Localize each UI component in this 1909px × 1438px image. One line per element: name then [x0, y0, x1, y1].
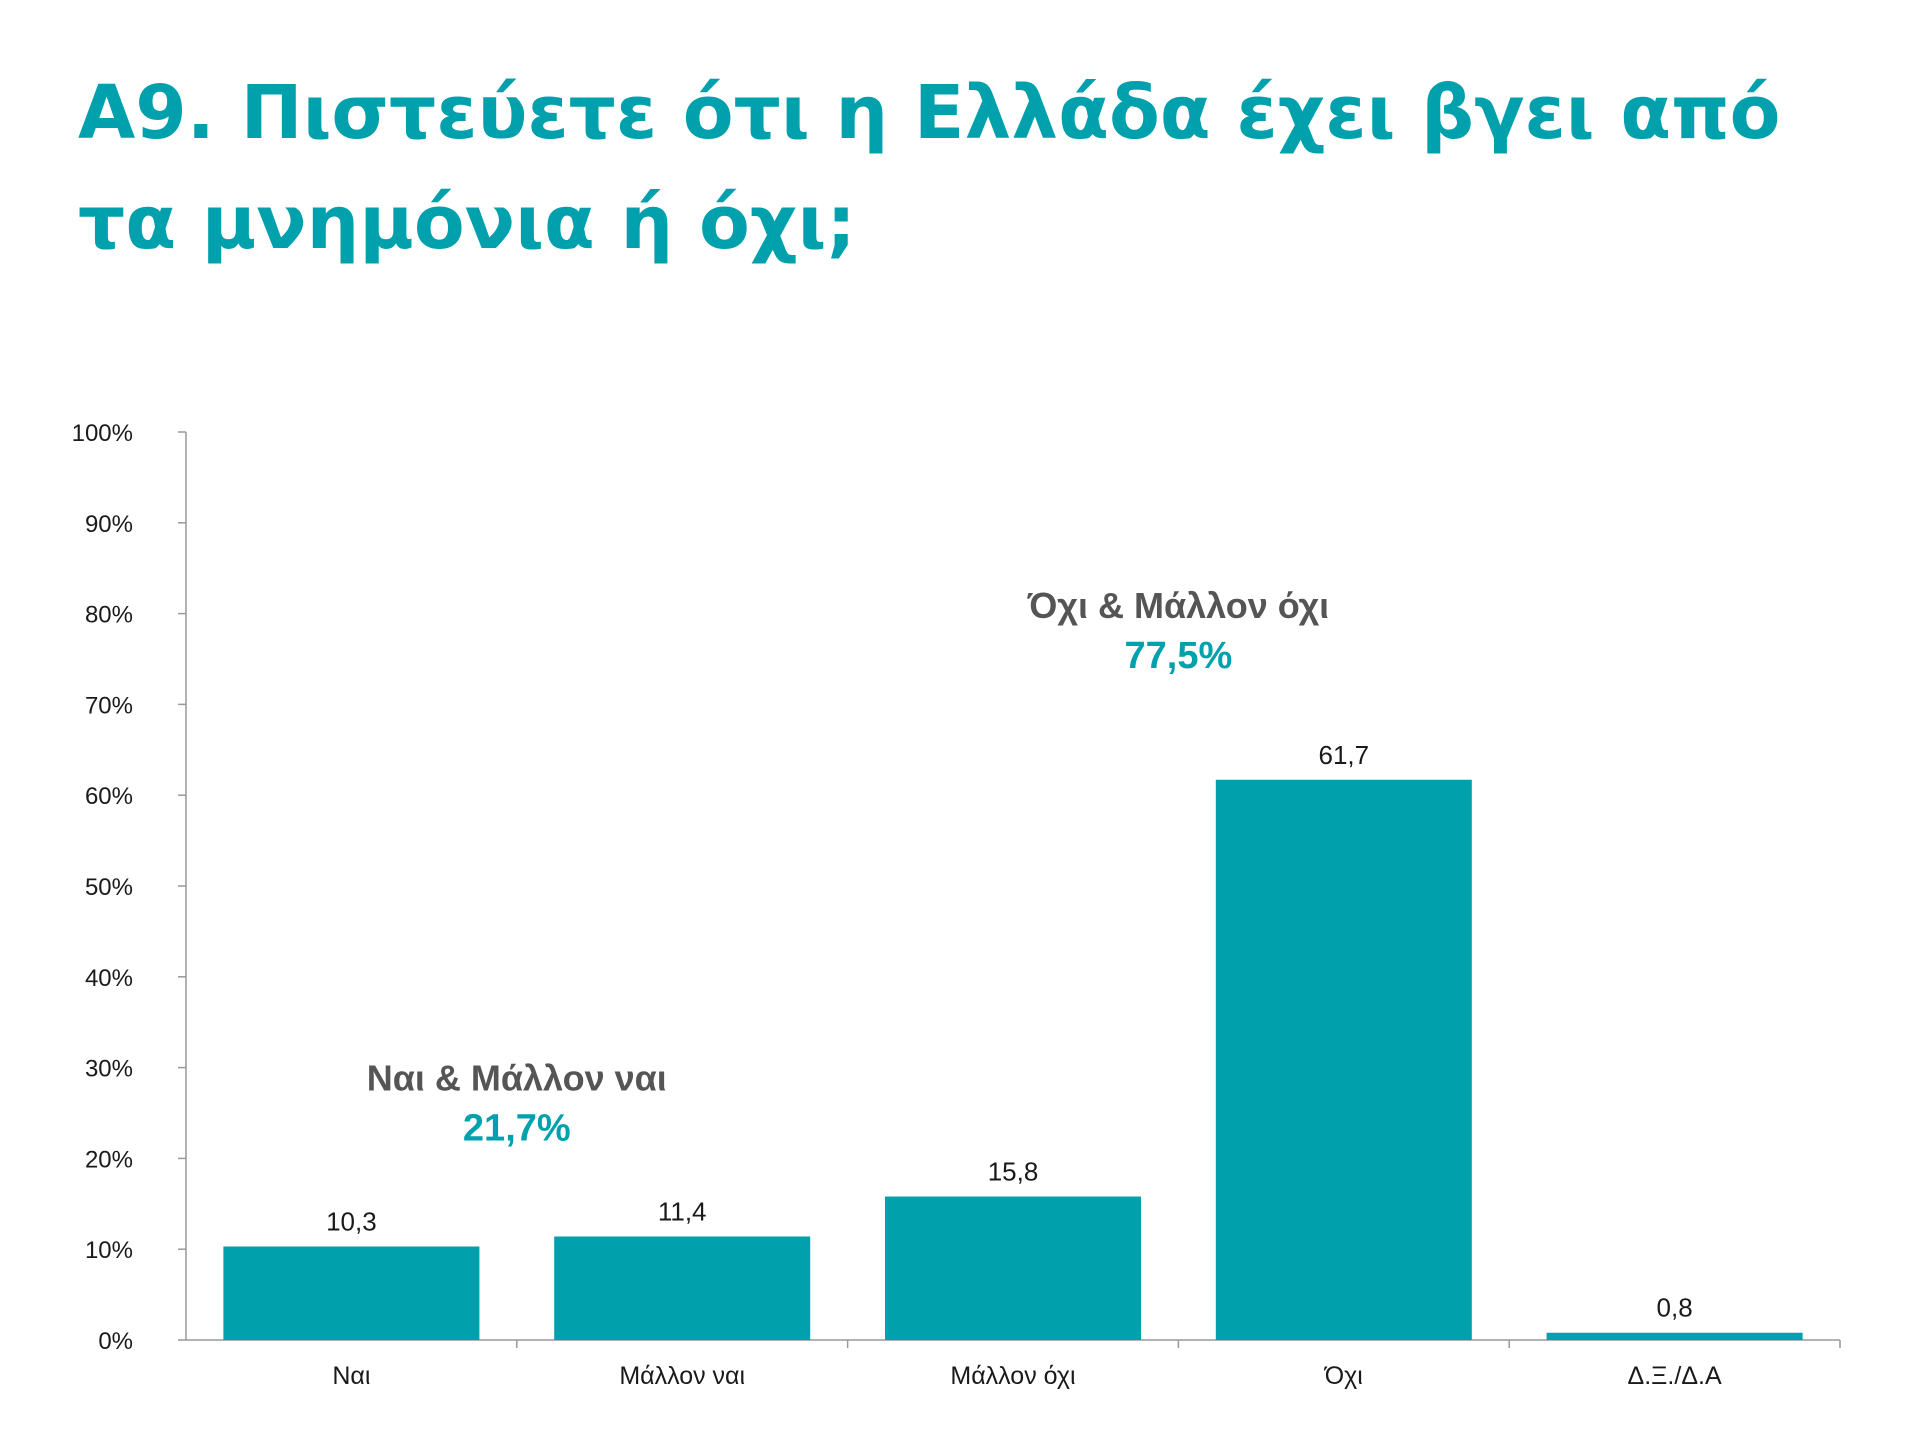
bar	[223, 1246, 480, 1340]
bar	[885, 1196, 1141, 1340]
chart-title: A9. Πιστεύετε ότι η Ελλάδα έχει βγει από…	[78, 70, 1781, 266]
group-annotation-value: 21,7%	[463, 1107, 571, 1149]
x-category-label: Όχι	[1324, 1362, 1363, 1390]
y-axis: 0% 10% 20% 30% 40% 50% 60% 70% 80% 90% 100%	[72, 420, 187, 1355]
y-tick-label: 60%	[85, 783, 133, 810]
data-label: 15,8	[988, 1157, 1039, 1187]
data-label: 61,7	[1318, 740, 1369, 770]
y-tick-label: 50%	[85, 874, 133, 901]
x-category-label: Μάλλον όχι	[950, 1362, 1075, 1390]
y-tick-label: 40%	[85, 965, 133, 992]
y-tick-label: 80%	[85, 602, 133, 629]
y-tick-label: 0%	[98, 1328, 133, 1355]
y-tick-label: 70%	[85, 692, 133, 719]
y-tick-label: 30%	[85, 1056, 133, 1083]
group-annotations: Ναι & Μάλλον ναι 21,7% Όχι & Μάλλον όχι 77,…	[367, 585, 1329, 1149]
group-annotation-label: Ναι & Μάλλον ναι	[367, 1057, 667, 1098]
y-tick-label: 90%	[85, 511, 133, 538]
x-category-label: Ναι	[332, 1362, 370, 1390]
bars: 10,3 11,4 15,8 61,7 0,8	[223, 740, 1803, 1340]
group-annotation-value: 77,5%	[1125, 635, 1233, 677]
data-label: 11,4	[658, 1196, 707, 1226]
group-annotation-label: Όχι & Μάλλον όχι	[1027, 585, 1330, 626]
y-tick-label: 10%	[85, 1237, 133, 1264]
data-label: 10,3	[326, 1206, 377, 1236]
bar	[554, 1236, 811, 1340]
data-label: 0,8	[1657, 1293, 1693, 1323]
bar	[1215, 779, 1472, 1340]
x-category-label: Μάλλον ναι	[619, 1362, 745, 1390]
y-tick-label: 100%	[72, 420, 133, 447]
bar	[1546, 1332, 1803, 1340]
x-category-label: Δ.Ξ./Δ.Α	[1628, 1362, 1722, 1390]
x-axis: Ναι Μάλλον ναι Μάλλον όχι Όχι Δ.Ξ./Δ.Α	[186, 1339, 1841, 1390]
y-tick-label: 20%	[85, 1146, 133, 1173]
